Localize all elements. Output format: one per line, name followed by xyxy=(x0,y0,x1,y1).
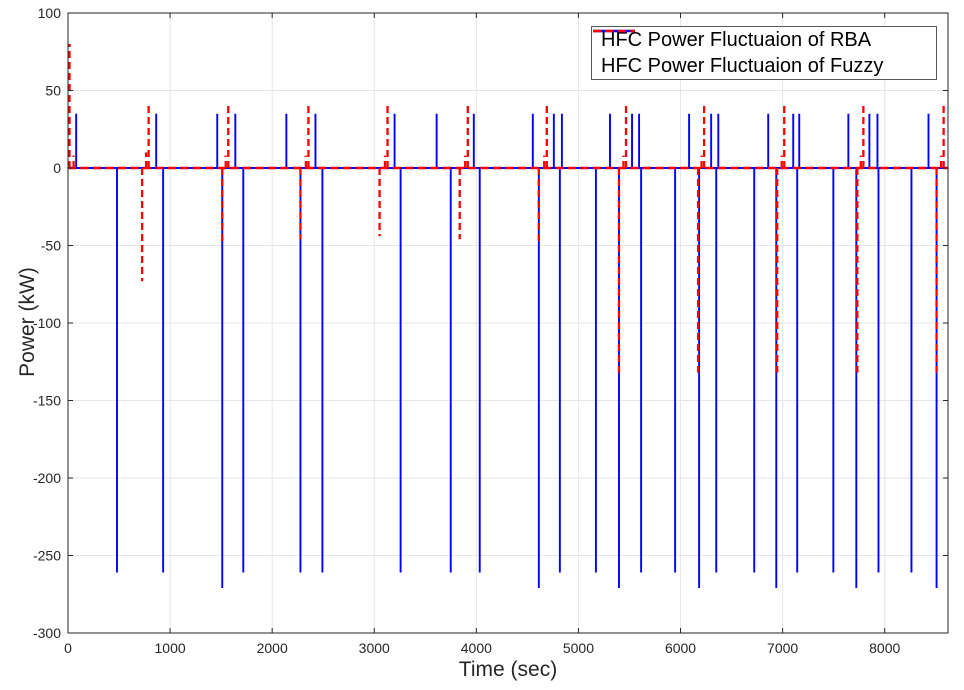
x-tick-label: 1000 xyxy=(155,640,186,656)
y-tick-label: -200 xyxy=(33,470,61,486)
x-tick-label: 7000 xyxy=(767,640,798,656)
series-fuzzy-line xyxy=(68,44,948,373)
legend-label: HFC Power Fluctuaion of RBA xyxy=(601,29,872,52)
x-tick-label: 0 xyxy=(64,640,72,656)
legend: HFC Power Fluctuaion of RBA HFC Power Flu… xyxy=(591,26,937,80)
y-tick-label: -50 xyxy=(41,238,61,254)
y-axis-label: Power (kW) xyxy=(16,267,39,377)
y-tick-label: 100 xyxy=(38,5,62,21)
x-tick-label: 4000 xyxy=(461,640,492,656)
y-tick-label: 0 xyxy=(53,160,61,176)
legend-item-rba: HFC Power Fluctuaion of RBA xyxy=(592,28,936,52)
y-tick-label: 50 xyxy=(45,83,61,99)
series-rba-line xyxy=(68,113,948,589)
y-tick-label: -250 xyxy=(33,548,61,564)
x-tick-label: 3000 xyxy=(359,640,390,656)
x-tick-label: 6000 xyxy=(665,640,696,656)
legend-label: HFC Power Fluctuaion of Fuzzy xyxy=(601,54,884,77)
y-tick-label: -150 xyxy=(33,393,61,409)
legend-line-sample-dashed xyxy=(593,29,635,33)
x-tick-label: 8000 xyxy=(869,640,900,656)
y-tick-label: -100 xyxy=(33,315,61,331)
y-tick-label: -300 xyxy=(33,625,61,641)
x-tick-label: 2000 xyxy=(257,640,288,656)
legend-item-fuzzy: HFC Power Fluctuaion of Fuzzy xyxy=(592,29,936,78)
x-tick-label: 5000 xyxy=(563,640,594,656)
x-axis-label: Time (sec) xyxy=(458,658,558,681)
